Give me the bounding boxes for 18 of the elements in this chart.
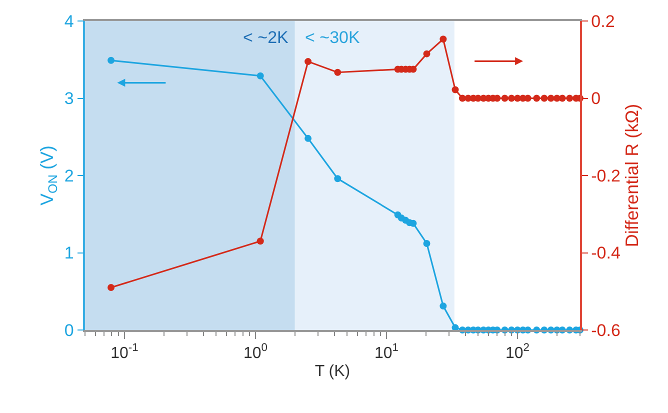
y2-tick-label: -0.6: [591, 320, 620, 340]
y-tick-label: 4: [64, 12, 74, 31]
x-tick-label: 10$^{0}$: [243, 342, 268, 362]
x-tick-label: 10$^{2}$: [505, 342, 530, 362]
y2-tick-label: 0: [591, 89, 601, 108]
y-tick-label: 0: [64, 320, 74, 340]
y-tick-label: 1: [64, 244, 74, 263]
x-tick-label: 10$^{1}$: [374, 342, 398, 362]
y2-tick-label: -0.2: [591, 166, 620, 186]
x-axis-title: T (K): [314, 363, 350, 380]
band-label: < ~30K: [305, 28, 360, 47]
y2-axis-title: Differential R (kΩ): [622, 104, 642, 248]
y2-tick-label: -0.4: [591, 244, 620, 263]
y-tick-label: 2: [64, 166, 74, 186]
y-tick-label: 3: [64, 89, 74, 108]
y2-tick-label: 0.2: [591, 12, 615, 31]
band-label: < ~2K: [243, 28, 290, 47]
x-tick-label: 10$^{-1}$: [110, 342, 138, 362]
